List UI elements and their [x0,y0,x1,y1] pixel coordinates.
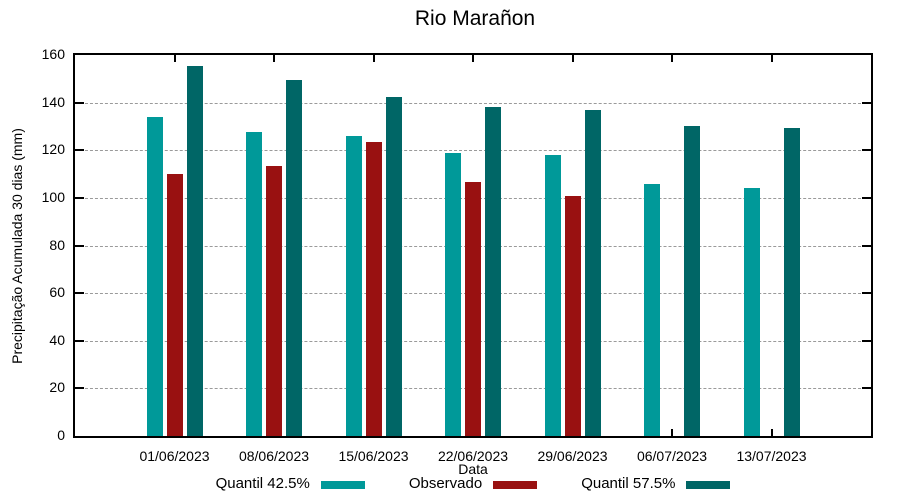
plot-area [73,53,873,438]
x-tick-mark [472,55,474,62]
y-tick-label: 160 [41,46,65,62]
y-tick-label: 20 [49,379,65,396]
x-tick-mark [173,55,176,62]
y-tick-mark [75,196,84,199]
y-tick-label: 60 [49,284,65,301]
y-tick-mark [862,101,871,104]
bar-quantil-57-5- [684,126,700,436]
legend-item: Observado [408,475,538,492]
y-tick-mark [862,149,871,152]
y-gridline [75,102,871,104]
bar-observado [166,174,183,436]
bar-observado [266,165,282,436]
y-tick-mark [75,387,84,390]
legend-swatch [493,481,538,489]
y-tick-mark [75,339,84,342]
y-tick-label: 140 [41,93,65,110]
x-tick-label: 22/06/2023 [437,448,509,464]
x-tick-mark [571,55,574,62]
x-tick-mark [770,55,773,62]
y-tick-mark [862,339,871,342]
y-tick-label: 40 [49,331,65,348]
x-tick-label: 06/07/2023 [636,448,708,464]
y-tick-label: 120 [41,141,65,158]
chart-title: Rio Marañon [414,7,536,30]
y-tick-mark [75,149,84,152]
x-tick-label: 29/06/2023 [537,448,608,464]
x-tick-mark [372,55,375,62]
bar-observado [564,195,581,436]
legend-item: Quantil 42.5% [216,475,365,492]
y-tick-mark [862,292,871,295]
legend-swatch [686,481,731,489]
x-tick-label: 08/06/2023 [238,448,310,464]
y-tick-mark [862,244,871,247]
bar-observado [465,182,481,436]
bar-quantil-57-5- [385,96,402,436]
y-tick-mark [862,387,871,390]
bar-quantil-42-5- [345,135,362,436]
bar-observado [365,141,382,436]
y-tick-label: 80 [49,236,65,253]
y-gridline [75,150,871,152]
y-tick-label: 100 [41,188,65,205]
legend-label: Observado [408,475,483,492]
bar-quantil-57-5- [783,127,800,436]
x-axis-label: Data [458,461,488,477]
bar-quantil-42-5- [246,132,262,436]
y-tick-mark [75,101,84,104]
bar-quantil-42-5- [445,152,461,436]
x-tick-mark [671,429,673,436]
bar-quantil-42-5- [544,155,561,436]
y-tick-mark [75,244,84,247]
legend-label: Quantil 42.5% [215,475,310,492]
bar-quantil-57-5- [186,65,203,436]
y-tick-mark [862,196,871,199]
x-tick-label: 01/06/2023 [139,448,210,464]
y-tick-mark [75,292,84,295]
bar-quantil-57-5- [286,80,302,436]
x-tick-label: 13/07/2023 [736,448,807,464]
bar-quantil-42-5- [146,116,163,436]
x-tick-mark [770,429,773,436]
x-tick-label: 15/06/2023 [338,448,409,464]
legend-swatch [320,481,365,489]
x-tick-mark [273,55,275,62]
legend: Quantil 42.5% Observado Quantil 57.5% [73,475,873,492]
bar-quantil-57-5- [485,107,501,436]
legend-item: Quantil 57.5% [581,475,731,492]
y-tick-label: 0 [57,427,65,443]
bar-quantil-57-5- [584,109,601,436]
bar-quantil-42-5- [743,188,760,436]
bar-quantil-42-5- [644,183,660,436]
legend-label: Quantil 57.5% [581,475,676,492]
x-tick-mark [671,55,673,62]
